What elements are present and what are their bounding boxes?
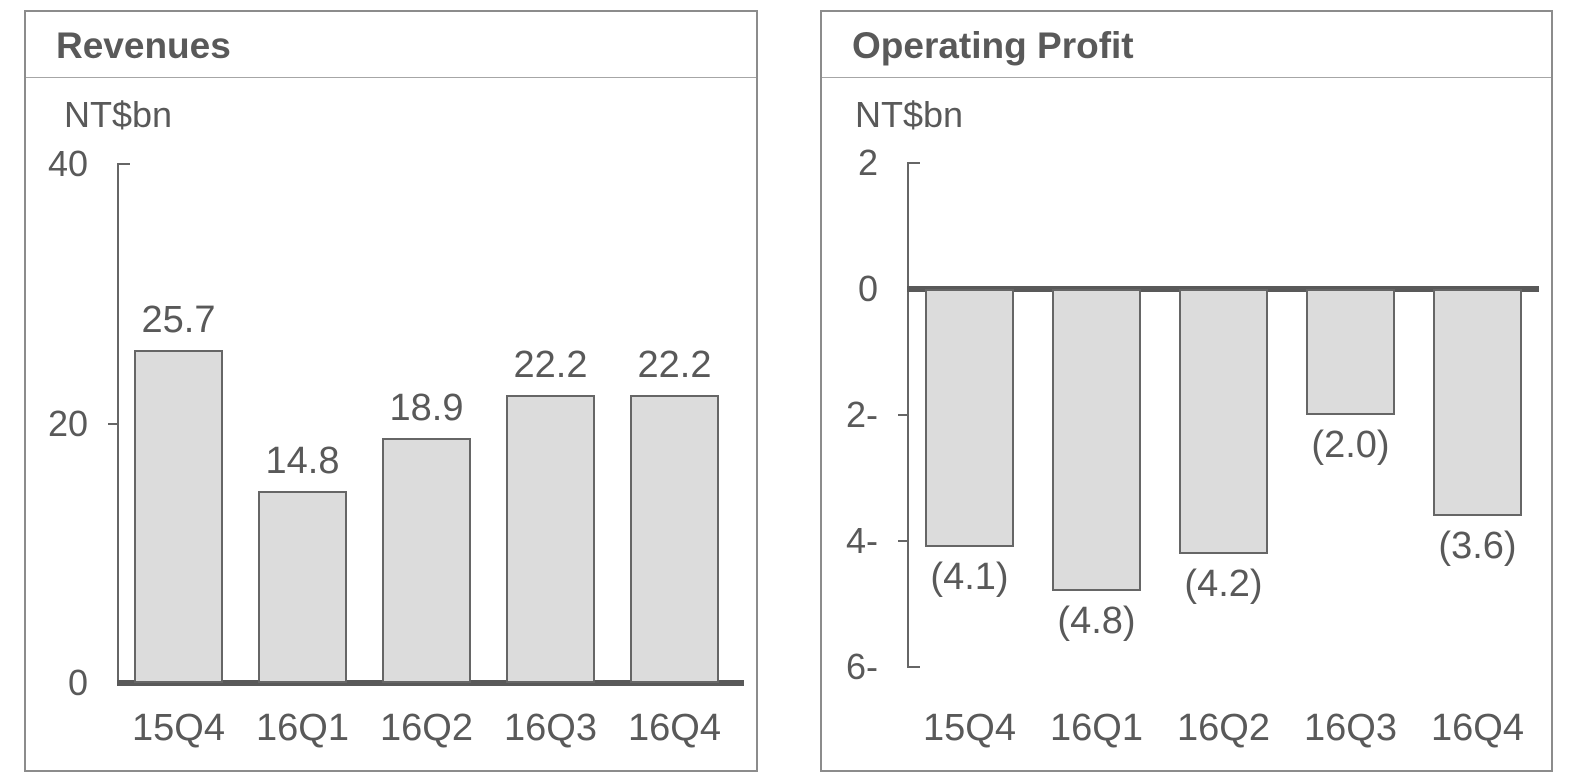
bar-value-label: 18.9	[389, 386, 464, 429]
bar-value-label: 22.2	[513, 343, 588, 386]
operating-profit-chart-panel: Operating Profit NT$bn 2 0 2- 4- 6- (4.1) 15Q4…	[820, 10, 1553, 772]
title-divider	[26, 77, 756, 78]
x-axis-tick-label: 16Q2	[380, 707, 473, 749]
revenues-chart-title: Revenues	[56, 25, 231, 66]
y-axis-end-tick	[907, 162, 920, 164]
y-axis-tick-label: 0	[67, 662, 88, 703]
x-axis-tick-label: 16Q1	[256, 707, 349, 749]
bar	[258, 490, 347, 683]
y-axis-tick-label: 6-	[845, 646, 878, 687]
y-axis-tick	[108, 422, 117, 425]
x-axis-tick-label: 16Q3	[1304, 707, 1397, 749]
y-axis-tick-label: 2	[857, 142, 878, 183]
x-axis-tick-label: 16Q3	[504, 707, 597, 749]
bar	[925, 289, 1014, 548]
y-axis-unit-label: NT$bn	[855, 94, 964, 135]
y-axis-tick	[898, 414, 907, 416]
bar-value-label: (2.0)	[1311, 424, 1390, 466]
y-axis-line	[117, 164, 119, 683]
y-axis-tick	[898, 540, 907, 542]
bar	[134, 349, 223, 683]
bar	[1052, 289, 1141, 592]
title-divider	[822, 77, 1551, 78]
y-axis-tick-label: 20	[47, 402, 88, 444]
bar-value-label: (3.6)	[1438, 524, 1517, 567]
x-axis-tick-label: 16Q4	[628, 707, 721, 749]
y-axis-tick-label: 40	[47, 143, 88, 184]
y-axis-end-tick	[117, 163, 130, 165]
y-axis-line	[907, 163, 909, 667]
bar	[382, 437, 471, 683]
bar-value-label: 14.8	[265, 439, 340, 482]
x-axis-tick-label: 15Q4	[923, 707, 1016, 749]
x-axis-tick-label: 15Q4	[132, 707, 225, 749]
bar-value-label: (4.8)	[1057, 600, 1136, 643]
y-axis-end-tick	[907, 666, 920, 668]
bar	[1306, 289, 1395, 415]
bar-value-label: 25.7	[141, 298, 216, 341]
operating-profit-chart-title: Operating Profit	[852, 25, 1134, 66]
x-axis-tick-label: 16Q2	[1177, 707, 1270, 749]
revenues-chart-panel: Revenues NT$bn 40 20 0 25.7 15Q4 14.8 16Q1 18.9…	[24, 10, 758, 772]
bar	[506, 394, 595, 683]
bar-value-label: 22.2	[637, 343, 712, 386]
y-axis-tick-label: 4-	[845, 520, 878, 561]
bar-value-label: (4.1)	[930, 556, 1009, 599]
x-axis-tick-label: 16Q4	[1431, 707, 1524, 749]
bar	[630, 394, 719, 683]
y-axis-unit-label: NT$bn	[64, 94, 173, 135]
bar	[1179, 289, 1268, 554]
operating-profit-chart-area: 2 0 2- 4- 6- (4.1) 15Q4 (4.8) 16Q1 (4.2) 16Q2 (2.0)…	[822, 12, 1551, 770]
bar	[1433, 289, 1522, 516]
bar-value-label: (4.2)	[1184, 562, 1263, 605]
zero-baseline	[117, 680, 744, 686]
x-axis-tick-label: 16Q1	[1050, 707, 1143, 749]
y-axis-tick-label: 2-	[845, 394, 878, 435]
revenues-chart-area: 40 20 0 25.7 15Q4 14.8 16Q1 18.9 16Q2 22.2 16Q3 22.…	[26, 12, 756, 770]
y-axis-tick-label: 0	[857, 268, 878, 309]
